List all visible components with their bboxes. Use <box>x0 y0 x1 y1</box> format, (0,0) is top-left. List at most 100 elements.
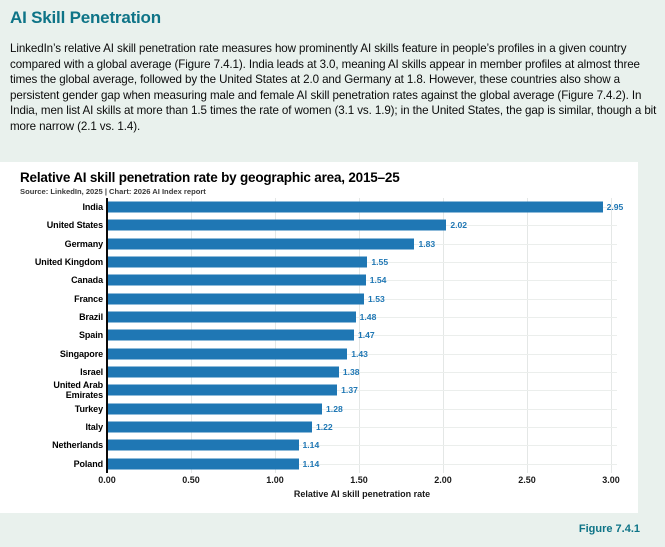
bar <box>107 458 299 470</box>
value-label: 1.54 <box>369 275 387 286</box>
x-axis-tick: 1.00 <box>266 475 284 485</box>
bar-row: United Arab Emirates 1.37 <box>20 380 620 401</box>
x-axis-tick: 0.50 <box>182 475 200 485</box>
bar-row: France 1.53 <box>20 290 620 308</box>
country-label: Spain <box>78 330 103 341</box>
bar-track: 1.14 <box>107 436 620 454</box>
value-label: 1.43 <box>351 348 368 359</box>
bar <box>107 384 338 396</box>
value-label: 1.37 <box>341 385 358 396</box>
plot-rows: India 2.95 United States 2.02 Germany 1.83 Uni… <box>20 198 623 473</box>
bar <box>107 403 323 415</box>
figure-card: Relative AI skill penetration rate by ge… <box>0 162 638 513</box>
bar-row: Netherlands 1.14 <box>20 436 620 454</box>
country-label: Germany <box>64 238 103 249</box>
bar <box>107 238 415 250</box>
x-axis-tick: 2.50 <box>518 475 536 485</box>
bar-track: 1.53 <box>107 290 620 308</box>
bar <box>107 293 365 305</box>
row-gridline <box>107 353 617 355</box>
row-gridline <box>107 335 617 337</box>
bar <box>107 329 354 341</box>
y-axis-line <box>106 198 108 473</box>
country-label: Israel <box>80 367 103 378</box>
bar-track: 1.14 <box>107 455 620 473</box>
x-axis-tick: 3.00 <box>602 475 620 485</box>
bar-track: 1.55 <box>107 253 620 271</box>
chart-source: Source: LinkedIn, 2025 | Chart: 2026 AI … <box>20 187 206 196</box>
country-label: France <box>74 293 103 304</box>
value-label: 2.95 <box>606 202 624 213</box>
x-axis-label: Relative AI skill penetration rate <box>293 489 431 499</box>
row-gridline <box>107 445 617 447</box>
bar-chart: India 2.95 United States 2.02 Germany 1.83 Uni… <box>20 198 623 499</box>
bar-row: Poland 1.14 <box>20 455 620 473</box>
value-label: 1.38 <box>342 367 360 378</box>
bar-track: 2.02 <box>107 216 620 234</box>
bar <box>107 201 603 213</box>
bar-track: 1.28 <box>107 400 620 418</box>
country-label: Canada <box>71 275 103 286</box>
country-label: Netherlands <box>52 440 103 451</box>
figure-label: Figure 7.4.1 <box>578 523 640 535</box>
bar-row: Israel 1.38 <box>20 363 620 381</box>
bar-row: India 2.95 <box>20 198 623 216</box>
country-label: United Arab Emirates <box>53 380 103 401</box>
bar-row: United Kingdom 1.55 <box>20 253 620 271</box>
bar-track: 1.38 <box>107 363 620 381</box>
country-label: United Kingdom <box>34 257 103 268</box>
value-label: 1.47 <box>357 330 375 341</box>
value-label: 1.48 <box>359 312 377 323</box>
value-label: 1.28 <box>326 403 343 414</box>
value-label: 1.55 <box>371 257 389 268</box>
value-label: 1.53 <box>368 293 385 304</box>
bar-row: Spain 1.47 <box>20 326 620 344</box>
value-label: 2.02 <box>450 220 468 231</box>
row-gridline <box>107 317 617 319</box>
value-label: 1.22 <box>315 422 333 433</box>
row-gridline <box>107 390 617 392</box>
bar-track: 1.22 <box>107 418 620 436</box>
row-gridline <box>107 408 617 410</box>
bar-track: 1.83 <box>107 235 620 253</box>
bar-row: Singapore 1.43 <box>20 345 620 363</box>
bar <box>107 274 366 286</box>
country-label: Italy <box>85 422 103 433</box>
bar-row: Canada 1.54 <box>20 271 620 289</box>
bar <box>107 421 312 433</box>
country-label: Brazil <box>79 312 103 323</box>
row-gridline <box>107 463 617 465</box>
x-axis-tick: 1.50 <box>350 475 368 485</box>
bar <box>107 219 447 231</box>
bar <box>107 366 339 378</box>
bar <box>107 256 368 268</box>
bar <box>107 311 356 323</box>
bar-row: Brazil 1.48 <box>20 308 620 326</box>
x-axis: 0.00 0.50 1.00 1.50 2.00 2.50 3.00 <box>98 475 620 487</box>
bar-track: 2.95 <box>107 198 623 216</box>
bar-row: United States 2.02 <box>20 216 620 234</box>
bar-track: 1.37 <box>107 381 620 399</box>
x-axis-tick: 0.00 <box>98 475 116 485</box>
bar-track: 1.48 <box>107 308 620 326</box>
bar-track: 1.47 <box>107 326 620 344</box>
bar-row: Italy 1.22 <box>20 418 620 436</box>
value-label: 1.83 <box>418 238 436 249</box>
x-axis-tick: 2.00 <box>434 475 452 485</box>
country-label: Poland <box>73 458 104 469</box>
bar <box>107 348 348 360</box>
row-gridline <box>107 372 617 374</box>
page-title: AI Skill Penetration <box>10 8 161 27</box>
bar <box>107 439 299 451</box>
bar-row: Turkey 1.28 <box>20 400 620 418</box>
country-label: Turkey <box>74 403 103 414</box>
intro-paragraph: LinkedIn’s relative AI skill penetration… <box>10 42 657 133</box>
country-label: United States <box>46 220 103 231</box>
bar-track: 1.54 <box>107 271 620 289</box>
row-gridline <box>107 427 617 429</box>
value-label: 1.14 <box>302 458 320 469</box>
chart-title: Relative AI skill penetration rate by ge… <box>20 170 400 185</box>
value-label: 1.14 <box>302 440 320 451</box>
country-label: Singapore <box>59 348 103 359</box>
country-label: India <box>82 202 103 213</box>
